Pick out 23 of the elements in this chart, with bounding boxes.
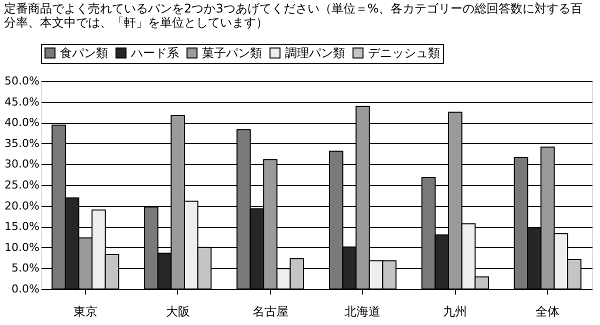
- y-tick-label: 50.0%: [4, 74, 40, 88]
- y-tick-label: 35.0%: [4, 136, 40, 150]
- legend-label: 食パン類: [60, 46, 108, 60]
- legend-label: 菓子パン類: [202, 46, 262, 60]
- y-tick-label: 45.0%: [4, 95, 40, 108]
- x-tick-label: 大阪: [166, 304, 190, 318]
- y-tick-label: 5.0%: [12, 262, 40, 275]
- legend-label: ハード系: [130, 46, 179, 60]
- y-tick-label: 10.0%: [4, 240, 40, 254]
- x-tick-label: 九州: [443, 304, 468, 318]
- x-tick-label: 北海道: [344, 304, 381, 318]
- y-tick-label: 40.0%: [4, 116, 40, 130]
- chart-title: 定番商品でよく売れているパンを2つか3つあげてください（単位＝%、各カテゴリーの総回答数に対する百分率、本文中では、「軒」を単位としています）: [4, 2, 583, 30]
- legend-label: デニッシュ類: [368, 46, 440, 60]
- y-tick-label: 15.0%: [4, 220, 40, 234]
- legend-label: 調理パン類: [285, 46, 345, 60]
- x-tick-label: 東京: [73, 304, 98, 318]
- x-tick-label: 全体: [536, 304, 560, 318]
- y-tick-label: 30.0%: [4, 158, 40, 171]
- y-tick-label: 0.0%: [12, 282, 40, 296]
- x-tick-label: 名古屋: [252, 304, 288, 318]
- y-tick-label: 20.0%: [4, 199, 40, 212]
- y-tick-label: 25.0%: [4, 178, 40, 192]
